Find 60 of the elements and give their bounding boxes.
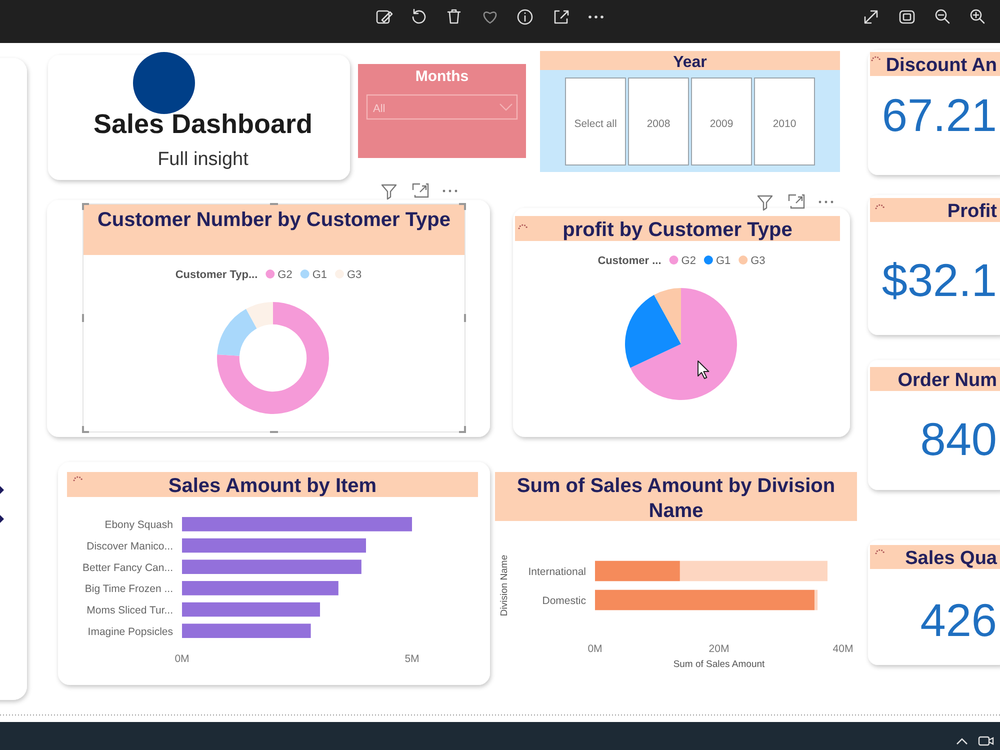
donut-slice xyxy=(246,302,273,329)
text: 426 xyxy=(920,594,997,646)
category-label: 2008 xyxy=(646,118,670,130)
bar xyxy=(182,581,338,596)
text: Year xyxy=(673,54,707,71)
legend-label: G1 xyxy=(716,255,731,267)
x-tick-label: 0M xyxy=(588,643,602,655)
x-axis-title: Sum of Sales Amount xyxy=(673,659,766,670)
legend-title: Customer ... xyxy=(598,255,662,267)
bar xyxy=(814,590,818,610)
legend-label: G3 xyxy=(346,269,362,281)
y-tick-label: Moms Sliced Tur... xyxy=(86,604,173,616)
chart-title: Sum of Sales Amount by Division Name xyxy=(516,475,836,522)
legend-label: G2 xyxy=(278,269,292,281)
legend-label: G1 xyxy=(312,269,328,281)
bar xyxy=(182,538,366,553)
donut-slice xyxy=(217,308,257,356)
x-tick-label: 20M xyxy=(708,643,730,655)
legend-label: G3 xyxy=(750,255,766,267)
text: Order Num xyxy=(898,370,997,391)
text: Discount An xyxy=(886,55,997,76)
category-label: Select all xyxy=(574,118,617,130)
category-label: 2009 xyxy=(710,118,734,130)
pie-slice xyxy=(654,288,681,344)
y-tick-label: Better Fancy Can... xyxy=(82,562,173,574)
text: Months xyxy=(415,68,469,85)
text: 840 xyxy=(920,413,997,465)
pie-slice xyxy=(625,294,681,368)
x-tick-label: 40M xyxy=(832,643,854,655)
x-tick-label: 5M xyxy=(404,653,420,665)
chart-title: profit by Customer Type xyxy=(562,219,792,241)
legend-title: Customer Typ... xyxy=(175,269,258,281)
chart-title: Customer Number by Customer Type xyxy=(97,209,451,231)
pie-slice xyxy=(630,288,737,400)
text: $32.1 xyxy=(882,254,997,306)
bar xyxy=(595,590,814,610)
text: Sales Dashboard xyxy=(93,109,313,139)
y-tick-label: Domestic xyxy=(542,595,586,607)
y-tick-label: Ebony Squash xyxy=(104,519,174,532)
category-label: 2010 xyxy=(772,118,796,130)
text: 67.21 xyxy=(882,89,997,141)
bar xyxy=(182,602,320,617)
x-tick-label: 0M xyxy=(174,653,190,665)
chart-title: Sales Amount by Item xyxy=(168,475,377,497)
donut-slice xyxy=(217,302,329,414)
bar xyxy=(680,560,828,582)
text: Sales Qua xyxy=(905,548,998,569)
y-tick-label: Big Time Frozen ... xyxy=(84,583,173,596)
bar xyxy=(182,560,362,574)
legend-label: G2 xyxy=(681,255,696,267)
y-tick-label: Imagine Popsicles xyxy=(88,626,173,638)
bar xyxy=(182,517,412,532)
bar xyxy=(182,624,311,638)
y-tick-label: International xyxy=(528,566,586,578)
text: Full insight xyxy=(158,149,250,170)
y-tick-label: Discover Manico... xyxy=(86,540,173,552)
bar xyxy=(595,560,680,582)
text: All xyxy=(373,103,386,115)
y-axis-title: Division Name xyxy=(499,554,510,616)
text: Profit xyxy=(947,201,998,222)
